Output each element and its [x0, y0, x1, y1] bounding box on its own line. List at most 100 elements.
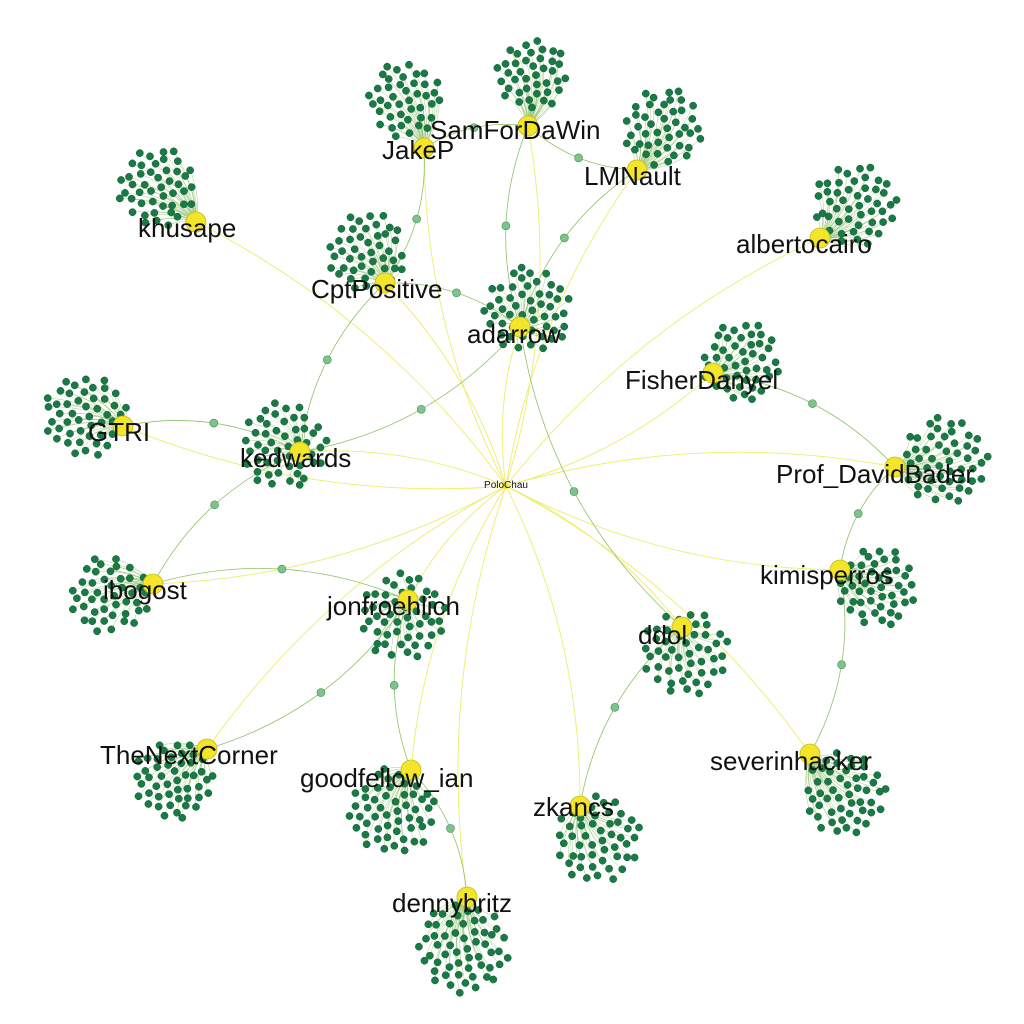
leaf-node [346, 254, 354, 263]
leaf-node [390, 841, 399, 850]
leaf-node [422, 91, 430, 100]
center-edge-adarrow [501, 326, 521, 487]
leaf-node [433, 941, 442, 949]
leaf-node [164, 761, 172, 769]
leaf-node [888, 591, 896, 600]
leaf-node [630, 853, 639, 862]
leaf-node [553, 295, 562, 303]
leaf-node [65, 389, 74, 398]
leaf-node [506, 294, 514, 302]
leaf-node [135, 149, 144, 157]
leaf-node [178, 813, 187, 822]
leaf-node [428, 100, 436, 108]
leaf-node [815, 801, 824, 810]
leaf-node [445, 919, 454, 928]
bridge-node [416, 404, 426, 414]
leaf-node [355, 217, 364, 225]
leaf-node [173, 212, 182, 221]
leaf-node [386, 610, 394, 619]
leaf-node [539, 96, 548, 105]
leaf-node [933, 413, 942, 422]
leaf-node [682, 151, 691, 160]
leaf-node [162, 166, 171, 175]
leaf-node [361, 785, 370, 793]
leaf-node [678, 677, 687, 685]
bridge-node [412, 214, 421, 224]
leaf-node [547, 280, 556, 289]
leaf-node [942, 447, 951, 456]
leaf-node [565, 822, 574, 831]
leaf-node [112, 562, 121, 571]
leaf-node [506, 46, 515, 55]
leaf-node [835, 178, 843, 187]
leaf-node [805, 807, 814, 815]
leaf-node [963, 454, 972, 463]
leaf-node [539, 64, 548, 73]
leaf-node [771, 358, 780, 367]
leaf-node [96, 560, 105, 569]
leaf-node [141, 767, 150, 775]
leaf-node [968, 464, 977, 473]
leaf-node [93, 627, 101, 636]
cluster-goodfellow_ian [345, 765, 438, 855]
leaf-node [689, 101, 697, 110]
leaf-node [558, 332, 566, 341]
leaf-node [719, 323, 727, 332]
leaf-node [90, 555, 99, 564]
leaf-node [813, 213, 821, 221]
leaf-node [654, 663, 663, 671]
leaf-node [752, 364, 761, 373]
leaf-node [454, 970, 463, 979]
leaf-node [433, 958, 442, 967]
leaf-node [148, 197, 157, 206]
leaf-node [461, 979, 470, 987]
center-edge-prof_davidbader [505, 451, 896, 487]
hub-node-albertocairo [809, 227, 831, 249]
leaf-node [80, 388, 89, 396]
leaf-node [187, 183, 196, 191]
leaf-node [389, 256, 398, 265]
leaf-node [181, 801, 190, 810]
leaf-node [180, 187, 188, 195]
leaf-node [451, 929, 460, 937]
leaf-node [857, 561, 866, 570]
leaf-node [911, 445, 920, 454]
hub-label-jonfroehlich: jonfroehlich [326, 591, 460, 621]
leaf-node [253, 476, 262, 485]
leaf-node [267, 438, 276, 447]
leaf-node [609, 875, 618, 883]
leaf-node [906, 432, 915, 441]
leaf-node [853, 235, 862, 244]
leaf-node [868, 218, 877, 227]
leaf-node [694, 643, 703, 652]
leaf-node [435, 617, 444, 625]
leaf-node [858, 806, 867, 815]
leaf-node [339, 264, 348, 272]
leaf-node [108, 611, 117, 620]
leaf-node [407, 824, 415, 832]
leaf-node [173, 167, 181, 176]
hub-node-kedwards [289, 441, 311, 463]
leaf-node [374, 770, 383, 779]
leaf-node [422, 934, 430, 943]
leaf-node [134, 792, 143, 801]
leaf-node [400, 779, 409, 788]
leaf-node [697, 668, 706, 677]
leaf-node [465, 953, 473, 962]
leaf-node [874, 176, 883, 185]
leaf-node [569, 852, 578, 860]
leaf-node [842, 766, 850, 775]
leaf-node [834, 165, 843, 174]
leaf-node [755, 339, 764, 348]
leaf-node [938, 484, 946, 493]
leaf-node [441, 603, 449, 612]
leaf-node [560, 322, 569, 331]
leaf-node [383, 62, 392, 71]
leaf-node [646, 652, 654, 661]
leaf-node [901, 598, 909, 607]
leaf-node [365, 617, 373, 626]
leaf-node [125, 574, 134, 583]
leaf-node [383, 821, 392, 830]
leaf-node [112, 555, 120, 563]
leaf-node [367, 267, 376, 276]
